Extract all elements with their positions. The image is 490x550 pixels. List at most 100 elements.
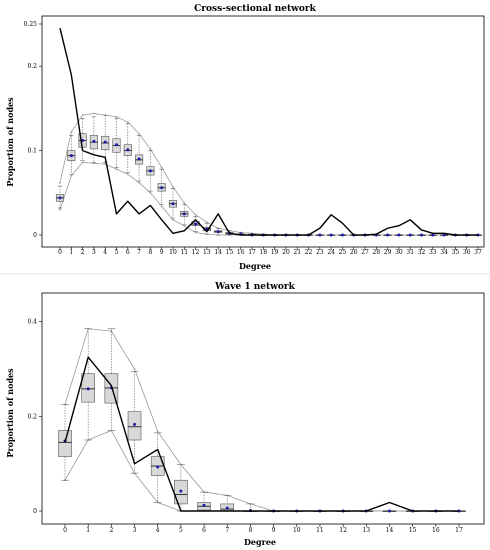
x-tick-label: 14 — [386, 527, 394, 534]
observed-line — [64, 356, 459, 512]
box-degree-2 — [78, 118, 87, 162]
box-mean-point — [133, 422, 137, 426]
box-mean-point — [329, 233, 333, 237]
box-mean-point — [156, 465, 160, 469]
band-upper-line — [59, 113, 478, 236]
band-lower-point — [194, 231, 197, 234]
band-lower-point — [172, 218, 174, 221]
band-lower-point — [183, 224, 186, 227]
x-tick-label: 27 — [361, 249, 369, 256]
y-tick-label: 0.2 — [27, 413, 37, 420]
x-tick-label: 2 — [109, 527, 113, 534]
x-tick-label: 20 — [282, 249, 290, 256]
box-mean-point — [179, 489, 183, 493]
x-tick-label: 23 — [316, 249, 324, 256]
box-mean-point — [92, 139, 96, 143]
box-mean-point — [442, 233, 446, 237]
box-degree-11 — [180, 204, 189, 226]
x-tick-label: 4 — [156, 527, 160, 534]
box-degree-23 — [315, 233, 324, 237]
band-lower-point — [160, 205, 163, 208]
x-tick-label: 16 — [237, 249, 245, 256]
x-tick-label: 37 — [474, 249, 482, 256]
band-upper-point — [59, 181, 61, 184]
box-degree-7 — [220, 495, 235, 512]
x-tick-label: 14 — [214, 249, 222, 256]
x-tick-label: 4 — [103, 249, 107, 256]
box-mean-point — [194, 222, 198, 226]
x-tick-label: 0 — [58, 249, 62, 256]
x-tick-label: 21 — [293, 249, 301, 256]
x-tick-label: 18 — [260, 249, 268, 256]
x-tick-label: 11 — [180, 249, 188, 256]
x-tick-label: 17 — [248, 249, 256, 256]
box-degree-29 — [383, 233, 392, 237]
x-tick-label: 24 — [327, 249, 335, 256]
y-tick-label: 0 — [33, 232, 37, 239]
box-mean-point — [69, 154, 73, 158]
box-degree-1 — [81, 328, 95, 441]
box-degree-0 — [55, 185, 65, 209]
box-degree-25 — [338, 233, 347, 237]
band-lower-point — [126, 173, 129, 176]
box-degree-6 — [123, 123, 132, 173]
box-mean-point — [431, 233, 435, 237]
x-tick-label: 12 — [339, 527, 347, 534]
box-mean-point — [114, 143, 118, 147]
x-tick-label: 6 — [202, 527, 206, 534]
x-tick-label: 9 — [160, 249, 164, 256]
band-upper-point — [149, 148, 152, 150]
box-mean-point — [58, 196, 62, 200]
box-degree-5 — [174, 464, 188, 512]
band-upper-point — [156, 430, 159, 433]
band-upper-point — [110, 330, 113, 333]
box-degree-4 — [101, 114, 110, 163]
box-mean-point — [103, 140, 107, 144]
band-upper-point — [133, 368, 136, 370]
band-lower-point — [59, 208, 61, 211]
box-degree-34 — [440, 233, 449, 237]
y-tick-label: 0.4 — [27, 319, 37, 326]
x-tick-label: 33 — [429, 249, 437, 256]
box-degree-3 — [127, 371, 142, 474]
x-tick-label: 19 — [271, 249, 279, 256]
band-lower-point — [149, 191, 152, 194]
box-mean-point — [420, 233, 424, 237]
chart-cross-sectional: Cross-sectional network Degree Proportio… — [5, 4, 485, 271]
y-tick-label: 0.2 — [27, 63, 37, 70]
box-mean-point — [148, 169, 152, 173]
box-mean-point — [216, 230, 220, 234]
box-degree-31 — [406, 233, 415, 237]
box-degree-3 — [89, 116, 98, 163]
box-degree-7 — [135, 135, 144, 182]
box-mean-point — [86, 387, 90, 391]
x-tick-label: 2 — [81, 249, 85, 256]
box-degree-30 — [394, 233, 403, 237]
x-tick-label: 22 — [305, 249, 313, 256]
x-tick-label: 13 — [203, 249, 211, 256]
box-degree-8 — [146, 150, 155, 192]
band-lower-point — [81, 161, 84, 164]
x-tick-label: 9 — [272, 527, 276, 534]
plot-frame — [41, 15, 485, 248]
x-tick-label: 29 — [384, 249, 392, 256]
x-tick-label: 1 — [69, 249, 73, 256]
x-tick-label: 0 — [63, 527, 67, 534]
box-mean-point — [182, 212, 186, 216]
box-degree-14 — [214, 227, 223, 236]
x-tick-label: 10 — [293, 527, 301, 534]
box-degree-4 — [150, 432, 165, 503]
y-axis-label-cross-sectional: Proportion of nodes — [5, 97, 15, 187]
box-degree-10 — [168, 188, 178, 219]
x-tick-label: 28 — [373, 249, 381, 256]
x-tick-label: 35 — [452, 249, 460, 256]
x-tick-label: 6 — [126, 249, 130, 256]
box-degree-9 — [157, 168, 166, 205]
band-upper-point — [194, 213, 197, 216]
band-upper-line — [64, 328, 459, 512]
band-lower-point — [70, 175, 73, 177]
observed-line — [59, 28, 478, 236]
box-body — [58, 430, 72, 457]
box-degree-33 — [428, 233, 437, 237]
